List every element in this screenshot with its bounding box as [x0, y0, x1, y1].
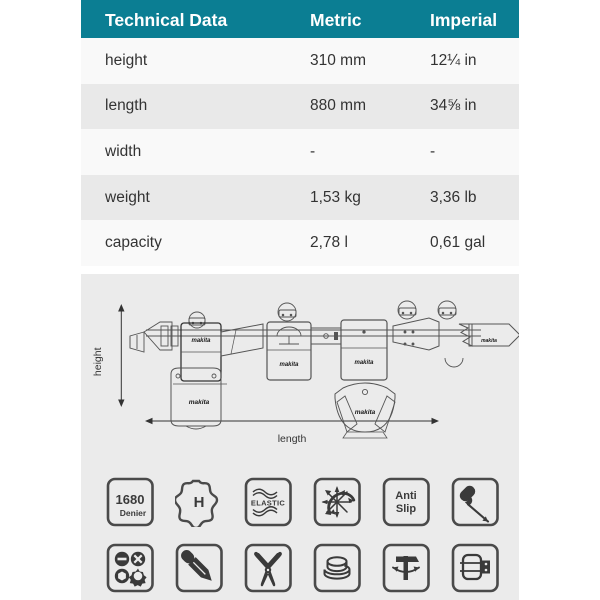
- svg-text:Slip: Slip: [396, 503, 416, 515]
- svg-text:ELASTIC: ELASTIC: [251, 499, 285, 508]
- svg-text:makita: makita: [279, 362, 299, 368]
- svg-text:Denier: Denier: [120, 508, 147, 518]
- svg-text:Anti: Anti: [395, 490, 416, 502]
- svg-text:H: H: [193, 494, 204, 511]
- svg-text:height: height: [92, 347, 104, 376]
- svg-text:makita: makita: [191, 338, 211, 344]
- svg-text:makita: makita: [189, 399, 210, 406]
- svg-text:1680: 1680: [116, 492, 145, 507]
- svg-text:makita: makita: [481, 338, 497, 344]
- svg-text:makita: makita: [354, 360, 374, 366]
- svg-text:length: length: [278, 433, 307, 445]
- svg-text:makita: makita: [355, 409, 376, 416]
